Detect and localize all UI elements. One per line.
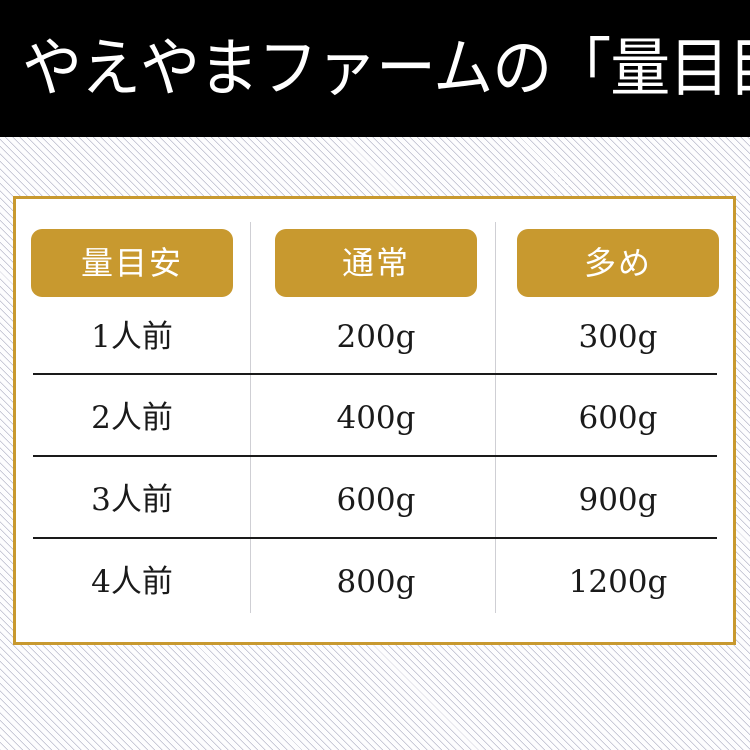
table-header-normal-label: 通常 [341,244,410,282]
table-cell-normal: 800g [336,563,416,600]
table-header-servings-label: 量目安 [80,244,183,282]
table-header-large: 多め [517,229,719,297]
column-divider-2 [495,222,496,613]
table-cell-servings: 2人前 [91,399,173,436]
title-banner: やえやまファームの「量目目安」 [0,0,750,137]
table-header-normal: 通常 [275,229,477,297]
portion-guide-card: 量目安 通常 多め 1人前 200g 300g 2人前 400g 600g 3人… [13,196,736,645]
table-header-servings: 量目安 [31,229,233,297]
table-cell-servings: 3人前 [91,481,173,518]
row-divider-1 [33,373,717,375]
row-divider-2 [33,455,717,457]
table-cell-normal: 600g [336,481,416,518]
row-divider-3 [33,537,717,539]
table-cell-large: 600g [578,399,658,436]
portion-guide-table: 量目安 通常 多め 1人前 200g 300g 2人前 400g 600g 3人… [16,199,733,642]
table-cell-servings: 1人前 [91,318,173,355]
table-cell-servings: 4人前 [91,563,173,600]
page-title: やえやまファームの「量目目安」 [22,31,750,106]
table-cell-normal: 400g [336,399,416,436]
column-divider-1 [250,222,251,613]
table-cell-normal: 200g [336,318,416,355]
table-cell-large: 900g [578,481,658,518]
table-header-large-label: 多め [583,244,652,282]
table-cell-large: 1200g [568,563,668,600]
table-cell-large: 300g [578,318,658,355]
